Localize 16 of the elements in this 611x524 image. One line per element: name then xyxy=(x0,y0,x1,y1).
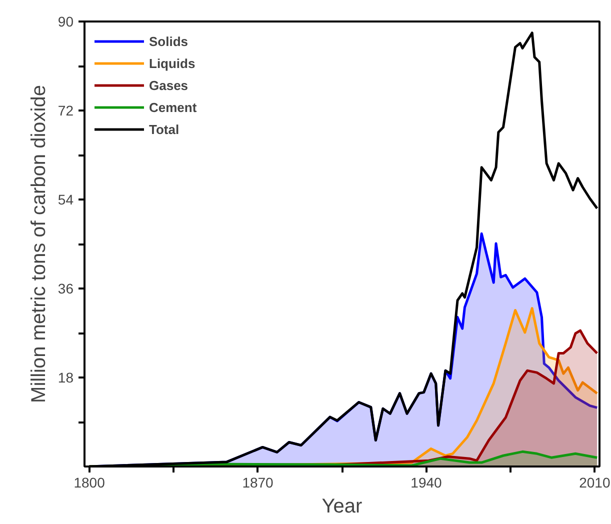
legend-label: Solids xyxy=(149,34,188,48)
legend-label: Total xyxy=(149,122,180,136)
legend-label: Cement xyxy=(149,100,197,114)
x-tick-label: 1940 xyxy=(410,474,442,490)
x-tick-label: 1870 xyxy=(242,474,274,490)
y-axis-title: Million metric tons of carbon dioxide xyxy=(28,85,50,403)
y-tick-label: 90 xyxy=(58,14,74,30)
legend-label: Liquids xyxy=(149,56,196,70)
x-tick-label: 2010 xyxy=(579,474,610,490)
x-axis-title: Year xyxy=(322,496,363,518)
y-tick-label: 72 xyxy=(58,102,74,118)
x-tick-label: 1800 xyxy=(74,474,106,490)
legend-label: Gases xyxy=(149,78,188,92)
y-tick-label: 54 xyxy=(58,192,74,208)
y-tick-label: 18 xyxy=(58,370,74,386)
y-tick-label: 36 xyxy=(58,280,74,296)
